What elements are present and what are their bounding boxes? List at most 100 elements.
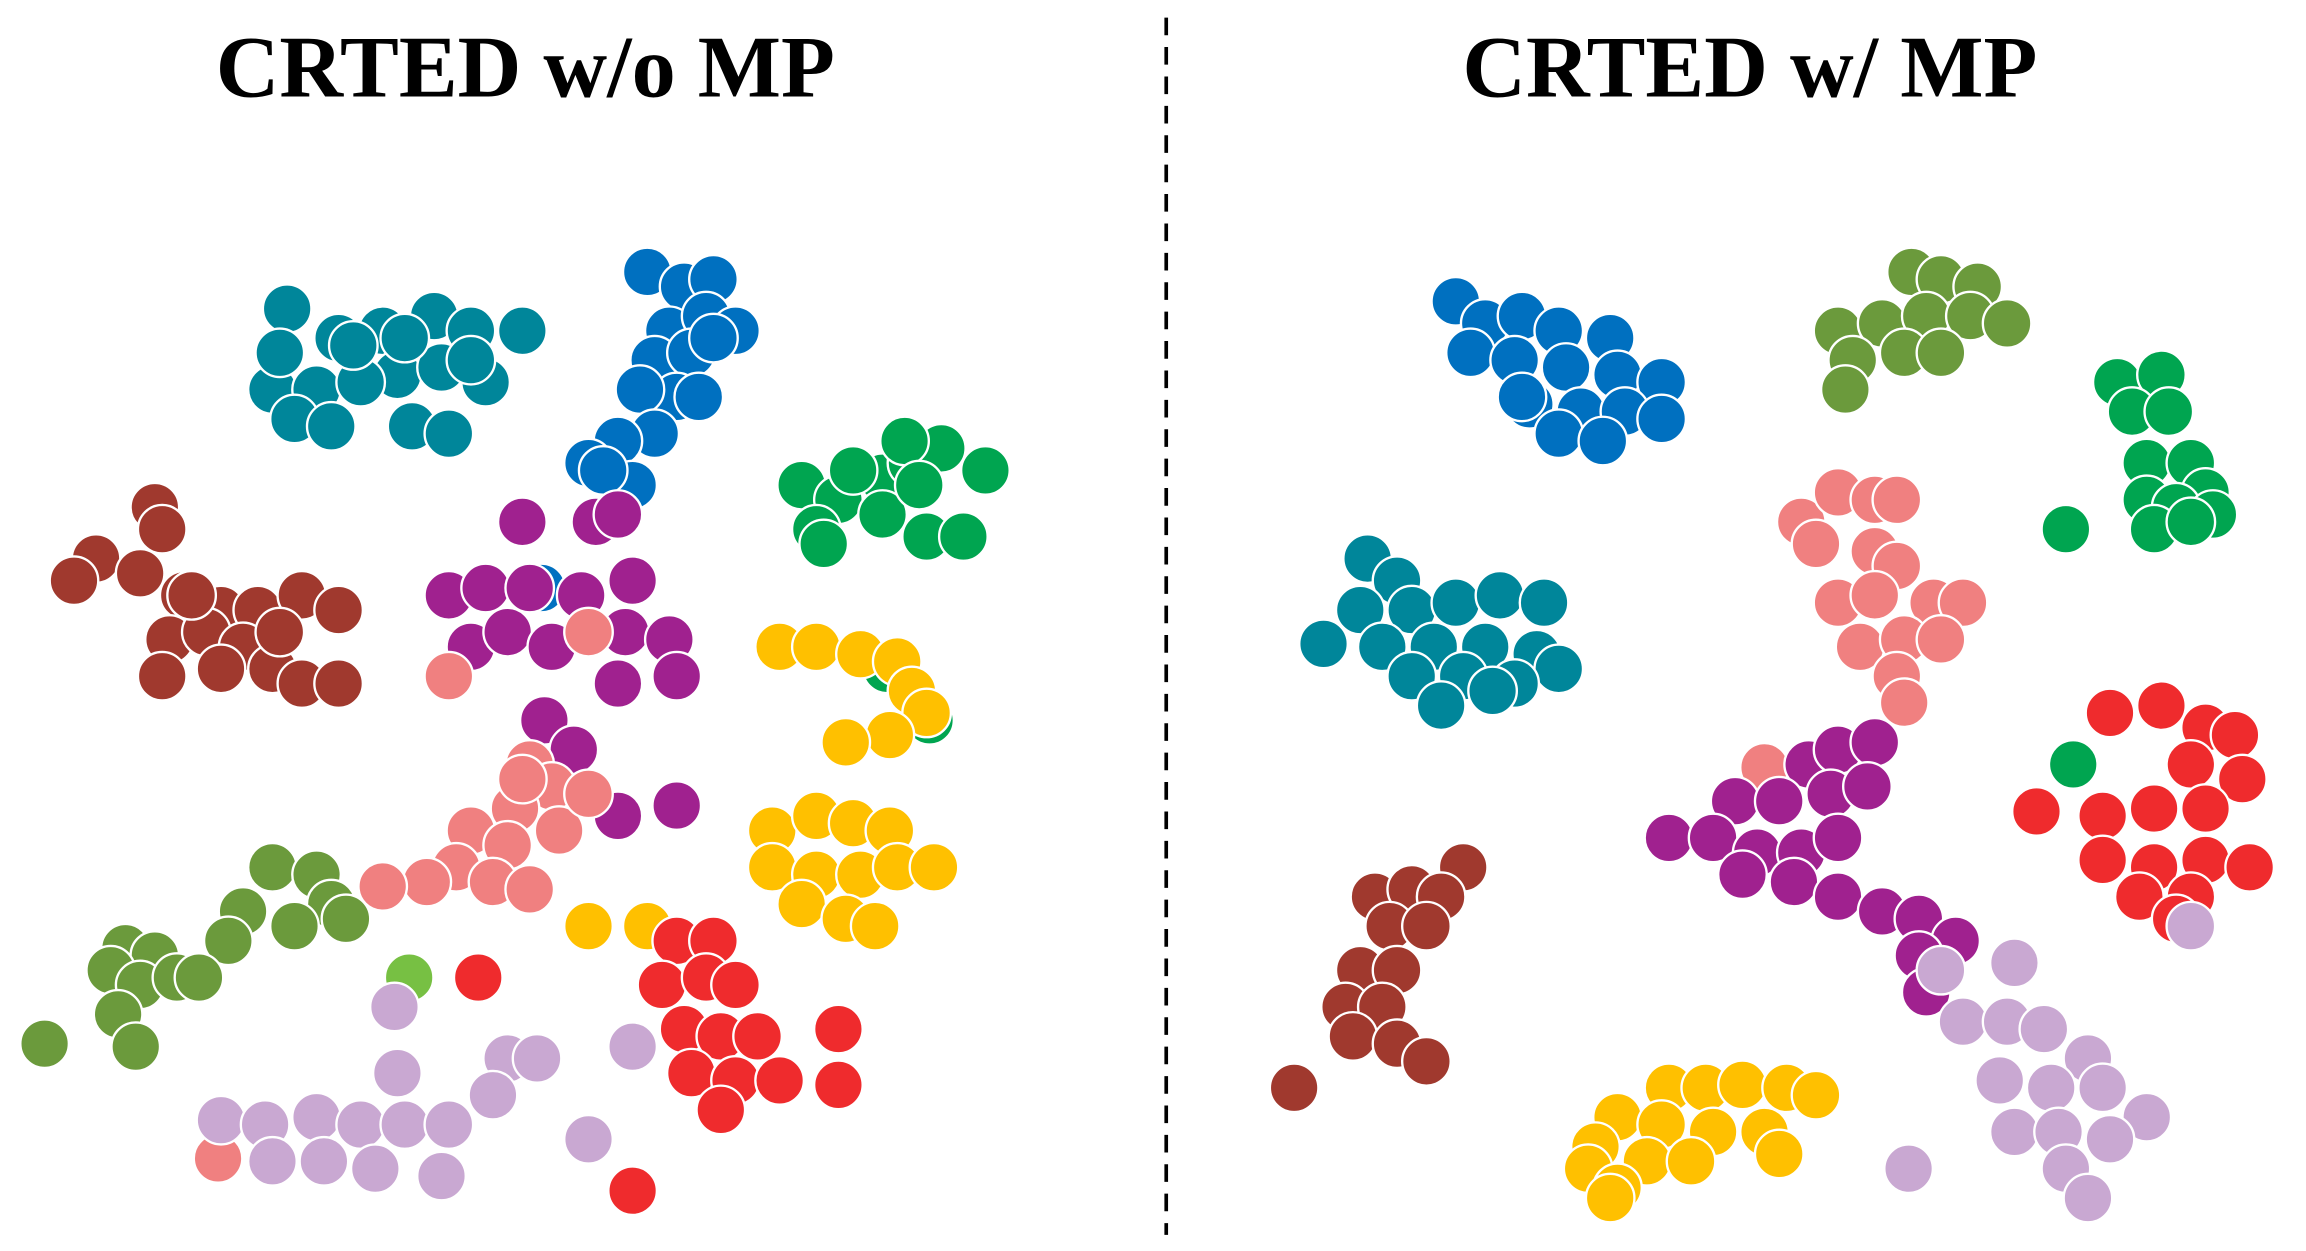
point xyxy=(577,444,629,496)
point xyxy=(1430,577,1482,629)
point xyxy=(827,444,879,496)
point xyxy=(563,606,614,658)
point xyxy=(1878,677,1930,729)
point xyxy=(2084,687,2136,739)
point xyxy=(1768,856,1820,908)
point xyxy=(19,1018,71,1070)
point xyxy=(849,900,901,952)
point xyxy=(2018,1003,2070,1055)
point xyxy=(1753,775,1805,827)
point xyxy=(614,364,666,415)
point xyxy=(1268,1062,1320,1114)
point xyxy=(2084,1113,2136,1165)
point xyxy=(776,878,828,930)
point xyxy=(2209,709,2261,761)
point xyxy=(1474,569,1526,621)
point xyxy=(1812,871,1864,923)
point xyxy=(511,1032,563,1084)
point xyxy=(1812,812,1864,864)
point xyxy=(651,780,703,832)
point xyxy=(563,900,614,952)
point xyxy=(1717,1059,1768,1111)
point xyxy=(496,305,548,357)
point xyxy=(1915,944,1967,996)
panel-title: CRTED w/o MP xyxy=(216,19,835,117)
point xyxy=(48,555,100,607)
point xyxy=(1577,415,1629,467)
point xyxy=(1415,680,1467,732)
point xyxy=(2062,1172,2114,1224)
point xyxy=(2180,783,2231,834)
point xyxy=(423,650,475,702)
point xyxy=(1533,408,1585,460)
point xyxy=(1883,1143,1935,1195)
point xyxy=(1981,297,2033,349)
point xyxy=(452,952,504,1004)
point xyxy=(2077,790,2129,842)
point xyxy=(136,503,188,555)
point xyxy=(636,959,688,1011)
point xyxy=(1327,1010,1379,1062)
point xyxy=(1937,996,1989,1048)
point xyxy=(496,753,548,805)
point xyxy=(1819,364,1871,415)
point xyxy=(1400,1035,1452,1087)
point xyxy=(1496,371,1548,423)
point xyxy=(1842,761,1893,812)
point xyxy=(2165,900,2217,952)
point xyxy=(1915,614,1967,665)
point xyxy=(651,650,703,702)
point xyxy=(369,981,420,1033)
point xyxy=(247,841,298,893)
point xyxy=(607,1165,659,1217)
point xyxy=(114,547,166,599)
point xyxy=(357,860,409,912)
point xyxy=(1753,1128,1805,1180)
point xyxy=(673,371,725,423)
point xyxy=(349,1143,401,1195)
point xyxy=(937,511,989,562)
panel-title: CRTED w/ MP xyxy=(1462,19,2037,117)
point xyxy=(798,518,850,570)
point xyxy=(2165,738,2217,790)
point xyxy=(2216,753,2268,805)
point xyxy=(1298,618,1349,670)
point xyxy=(563,768,614,820)
point xyxy=(857,489,908,540)
point xyxy=(2128,783,2180,834)
point xyxy=(261,283,313,335)
point xyxy=(1467,665,1519,717)
point xyxy=(482,606,534,658)
point xyxy=(1849,716,1901,768)
point xyxy=(1636,393,1688,445)
point xyxy=(416,1150,467,1202)
point xyxy=(2025,1062,2077,1114)
point xyxy=(1518,577,1570,629)
point xyxy=(467,1069,519,1121)
point xyxy=(269,900,320,952)
point xyxy=(695,1084,747,1136)
point xyxy=(202,915,254,967)
point xyxy=(445,334,497,386)
point xyxy=(335,1099,387,1151)
point xyxy=(1871,474,1923,526)
point xyxy=(1915,327,1967,379)
point xyxy=(1533,643,1585,695)
point xyxy=(1584,1172,1636,1224)
point xyxy=(2011,786,2062,837)
point xyxy=(504,863,556,915)
point xyxy=(1643,812,1695,864)
point xyxy=(195,643,247,695)
point xyxy=(592,658,644,709)
point xyxy=(1540,342,1592,393)
point xyxy=(291,1091,342,1143)
point xyxy=(1400,900,1452,952)
point xyxy=(2077,834,2129,886)
point xyxy=(2143,386,2195,438)
point xyxy=(533,805,585,857)
point xyxy=(607,555,659,607)
point xyxy=(908,841,960,893)
point xyxy=(710,959,761,1011)
point xyxy=(423,1099,475,1151)
point xyxy=(688,312,739,364)
